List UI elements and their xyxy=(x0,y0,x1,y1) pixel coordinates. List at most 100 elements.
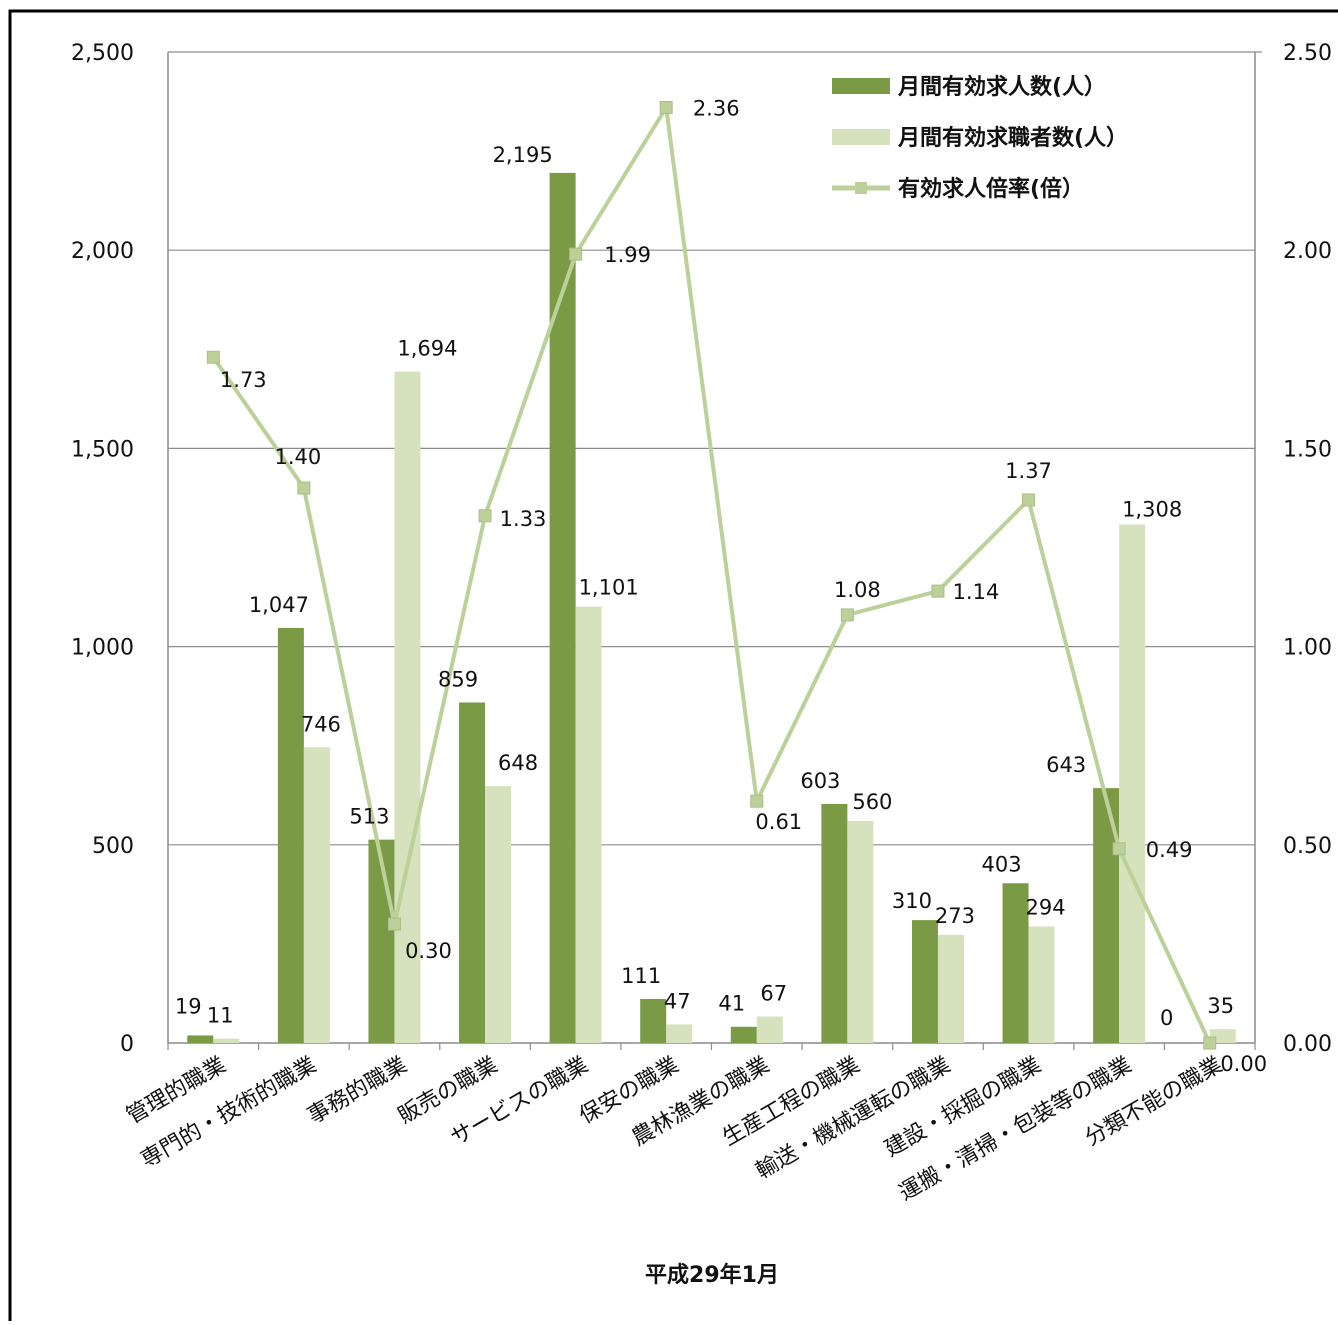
ratio-marker xyxy=(478,509,492,523)
legend-label-openings: 月間有効求人数(人） xyxy=(897,74,1106,100)
data-labels: 19 111,0477465131,6948596482,1951,1011114… xyxy=(175,96,1267,1076)
y-right-tick-label: 2.50 xyxy=(1283,41,1332,66)
data-label-openings: 513 xyxy=(349,805,389,829)
ratio-marker xyxy=(297,481,311,495)
ratio-line xyxy=(206,100,1217,1050)
bars xyxy=(187,172,1236,1044)
data-label-openings: 643 xyxy=(1046,753,1086,777)
legend: 月間有効求人数(人） 月間有効求職者数(人） 有効求人倍率(倍） xyxy=(832,74,1128,202)
bar-seekers xyxy=(847,821,874,1043)
bar-seekers xyxy=(394,371,421,1043)
y-left-tick-label: 2,000 xyxy=(71,239,134,264)
y-right-tick-label: 1.50 xyxy=(1283,437,1332,462)
legend-marker-ratio xyxy=(855,182,867,194)
data-label-openings: 310 xyxy=(892,889,932,913)
ratio-marker xyxy=(387,917,401,931)
bar-openings xyxy=(911,920,938,1043)
legend-swatch-seekers xyxy=(832,129,890,145)
data-label-openings: 2,195 xyxy=(493,143,553,167)
bar-seekers xyxy=(575,606,602,1043)
data-label-ratio: 1.37 xyxy=(1005,459,1052,483)
bar-seekers xyxy=(756,1016,783,1043)
y-right-tick-label: 0.50 xyxy=(1283,834,1332,859)
data-label-ratio: 0.30 xyxy=(405,939,452,963)
legend-label-ratio: 有効求人倍率(倍） xyxy=(898,176,1084,202)
y-right-tick-label: 2.00 xyxy=(1283,239,1332,264)
data-label-openings: 0 xyxy=(1160,1006,1173,1030)
bar-seekers xyxy=(303,747,330,1043)
data-label-ratio: 0.61 xyxy=(755,810,802,834)
data-label-seekers: 560 xyxy=(852,790,892,814)
chart-border xyxy=(8,9,1338,1321)
y-left-tick-label: 2,500 xyxy=(71,41,134,66)
ratio-marker xyxy=(840,608,854,622)
bar-seekers xyxy=(666,1024,693,1043)
data-label-seekers: 35 xyxy=(1207,994,1234,1018)
legend-label-seekers: 月間有効求職者数(人） xyxy=(897,125,1128,151)
data-label-openings: 403 xyxy=(981,852,1021,876)
data-label-ratio: 1.99 xyxy=(604,243,651,267)
y-right-tick-label: 0.00 xyxy=(1283,1032,1332,1057)
legend-swatch-openings xyxy=(832,78,890,94)
ratio-marker xyxy=(206,350,220,364)
data-label-seekers: 273 xyxy=(935,904,975,928)
x-axis-title: 平成29年1月 xyxy=(645,1262,779,1288)
data-label-ratio: 1.40 xyxy=(274,445,321,469)
ratio-marker xyxy=(569,247,583,261)
bar-openings xyxy=(459,702,486,1043)
data-label-seekers: 746 xyxy=(301,712,341,736)
bar-seekers xyxy=(485,786,512,1043)
ratio-polyline xyxy=(211,105,1212,1044)
data-label-seekers: 1,694 xyxy=(397,336,457,360)
ratio-marker xyxy=(750,794,764,808)
bar-seekers xyxy=(1119,524,1146,1043)
data-label-ratio: 1.33 xyxy=(500,507,547,531)
ratio-marker xyxy=(1022,493,1036,507)
data-label-seekers: 47 xyxy=(664,989,691,1013)
bar-openings xyxy=(368,839,395,1043)
y-left-tick-label: 1,500 xyxy=(71,437,134,462)
bar-openings xyxy=(1002,883,1029,1043)
bar-openings xyxy=(821,803,848,1043)
data-label-openings: 41 xyxy=(718,992,745,1016)
data-label-seekers: 1,308 xyxy=(1122,498,1182,522)
data-label-ratio: 1.14 xyxy=(953,580,1000,604)
data-label-openings: 859 xyxy=(438,667,478,691)
data-label-ratio: 0.49 xyxy=(1146,838,1193,862)
bar-openings xyxy=(640,998,667,1043)
category-labels: 管理的職業専門的・技術的職業事務的職業販売の職業サービスの職業保安の職業農林漁業… xyxy=(123,1053,1227,1207)
bar-seekers xyxy=(213,1038,240,1043)
data-label-openings: 19 xyxy=(175,994,202,1018)
ratio-marker xyxy=(1112,842,1126,856)
bar-openings xyxy=(549,172,576,1044)
data-label-ratio: 0.00 xyxy=(1220,1052,1267,1076)
data-label-ratio: 2.36 xyxy=(693,96,740,120)
ratio-marker xyxy=(1203,1036,1217,1050)
ratio-marker xyxy=(931,584,945,598)
data-label-seekers: 648 xyxy=(498,751,538,775)
data-label-openings: 111 xyxy=(621,964,661,988)
category-label: 事務的職業 xyxy=(304,1053,412,1130)
category-label: 専門的・技術的職業 xyxy=(137,1053,321,1174)
y-left-tick-label: 500 xyxy=(92,834,134,859)
data-label-openings: 603 xyxy=(800,769,840,793)
data-label-seekers: 294 xyxy=(1025,895,1065,919)
data-label-openings: 1,047 xyxy=(249,593,309,617)
ratio-marker xyxy=(659,100,673,114)
bar-seekers xyxy=(937,934,964,1043)
data-label-ratio: 1.73 xyxy=(220,368,267,392)
y-left-tick-label: 0 xyxy=(120,1032,134,1057)
bar-openings xyxy=(187,1035,214,1043)
bar-openings xyxy=(277,627,304,1043)
data-label-seekers: 11 xyxy=(207,1004,234,1028)
y-right-tick-label: 1.00 xyxy=(1283,636,1332,661)
bar-openings xyxy=(730,1026,757,1043)
data-label-seekers: 67 xyxy=(760,981,787,1005)
y-left-tick-label: 1,000 xyxy=(71,636,134,661)
axes: 0 500 1,000 1,500 2,000 2,500 0.00 0.50 1.00 1.50… xyxy=(71,41,1332,1057)
data-label-seekers: 1,101 xyxy=(579,576,639,600)
gridlines xyxy=(168,51,1255,846)
bar-seekers xyxy=(1028,926,1055,1043)
